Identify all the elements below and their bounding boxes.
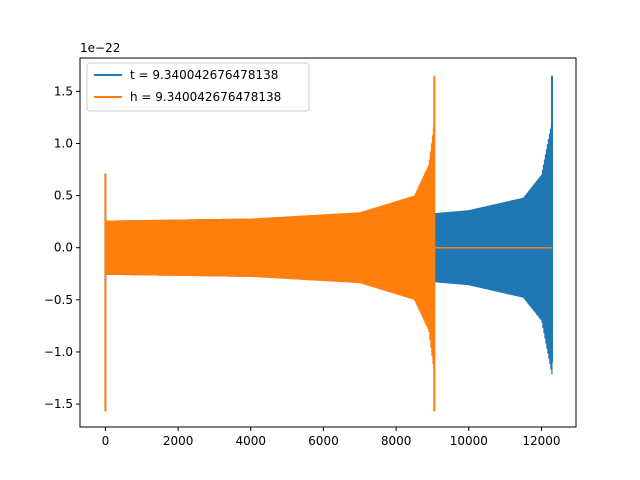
y-axis: −1.5 −1.0 −0.5 0.0 0.5 1.0 1.5 (44, 84, 80, 411)
x-tick-label: 12000 (522, 434, 560, 448)
legend: t = 9.340042676478138 h = 9.340042676478… (86, 62, 310, 112)
legend-label-h: h = 9.340042676478138 (130, 90, 281, 104)
y-tick-label: 0.0 (54, 241, 73, 255)
x-tick-label: 6000 (308, 434, 339, 448)
x-tick-label: 2000 (163, 434, 194, 448)
x-axis: 0 2000 4000 6000 8000 10000 12000 (102, 427, 561, 448)
axes-frame (79, 57, 577, 428)
x-tick-label: 8000 (381, 434, 412, 448)
x-tick-label: 0 (102, 434, 110, 448)
y-tick-label: −1.5 (44, 397, 73, 411)
y-tick-label: 1.5 (54, 84, 73, 98)
y-tick-label: 0.5 (54, 189, 73, 203)
series-h (104, 75, 553, 412)
plot-area (104, 75, 554, 412)
x-tick-label: 4000 (236, 434, 267, 448)
y-tick-label: −1.0 (44, 345, 73, 359)
y-tick-label: −0.5 (44, 293, 73, 307)
y-tick-label: 1.0 (54, 136, 73, 150)
legend-label-t: t = 9.340042676478138 (130, 68, 278, 82)
y-offset-label: 1e−22 (80, 41, 120, 55)
legend-box (86, 62, 310, 112)
x-tick-label: 10000 (450, 434, 488, 448)
series-oscillation (104, 127, 435, 373)
